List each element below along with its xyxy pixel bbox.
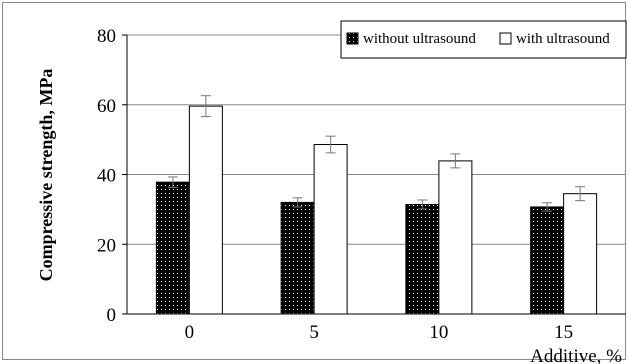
x-tick-labels: 0 5 10 15 bbox=[185, 322, 574, 343]
bar-with-ultrasound bbox=[188, 105, 223, 315]
bar-without-ultrasound bbox=[280, 201, 315, 315]
y-tick-label: 0 bbox=[107, 305, 117, 326]
bars bbox=[155, 105, 598, 315]
error-bars bbox=[167, 95, 586, 212]
x-tick-label: 10 bbox=[429, 322, 448, 343]
legend-swatch-without-ultrasound bbox=[346, 32, 359, 45]
x-tick-label: 15 bbox=[554, 322, 573, 343]
x-tick-label: 5 bbox=[309, 322, 319, 343]
legend-box bbox=[340, 20, 627, 59]
legend: without ultrasound with ultrasound bbox=[340, 20, 627, 59]
bar-without-ultrasound bbox=[405, 203, 440, 315]
bar-with-ultrasound bbox=[563, 193, 598, 315]
bar-without-ultrasound bbox=[530, 206, 565, 315]
y-tick-label: 60 bbox=[97, 96, 116, 117]
legend-label-with-ultrasound: with ultrasound bbox=[516, 31, 610, 47]
bar-without-ultrasound bbox=[155, 181, 190, 315]
y-tick-label: 40 bbox=[97, 166, 116, 187]
legend-label-without-ultrasound: without ultrasound bbox=[363, 31, 476, 47]
y-tick-label: 20 bbox=[97, 235, 116, 256]
bar-with-ultrasound bbox=[313, 144, 348, 315]
x-tick-label: 0 bbox=[185, 322, 195, 343]
bar-with-ultrasound bbox=[438, 160, 473, 315]
x-axis-title: Additive, % bbox=[530, 346, 622, 364]
y-tick-labels: 0 20 40 60 80 bbox=[97, 26, 127, 326]
legend-swatch-with-ultrasound bbox=[499, 32, 512, 45]
y-axis-title: Compressive strength, MPa bbox=[36, 69, 56, 282]
chart-frame bbox=[2, 2, 626, 360]
y-tick-label: 80 bbox=[97, 26, 116, 47]
